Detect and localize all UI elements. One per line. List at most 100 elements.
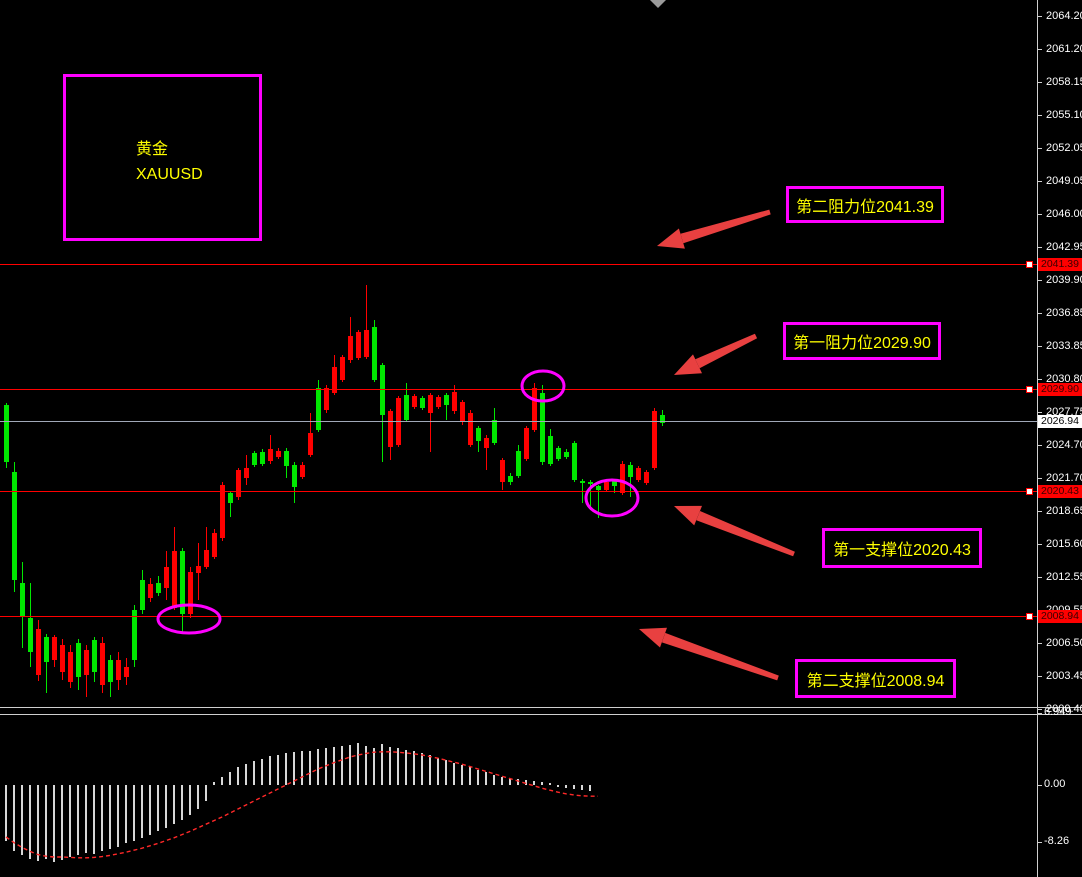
hline-current-price[interactable] bbox=[0, 421, 1037, 422]
y-axis-tick bbox=[1037, 676, 1042, 677]
candlestick bbox=[156, 583, 161, 593]
y-axis-tick bbox=[1037, 280, 1042, 281]
hline-resistance-1[interactable] bbox=[0, 389, 1037, 390]
candle-wick bbox=[366, 285, 367, 359]
candlestick bbox=[220, 485, 225, 538]
candlestick bbox=[540, 393, 545, 462]
pane-separator-line[interactable] bbox=[0, 714, 1082, 715]
candlestick bbox=[284, 451, 289, 466]
annotation-support-2[interactable]: 第二支撑位2008.94 bbox=[795, 659, 956, 698]
hline-support-2[interactable] bbox=[0, 616, 1037, 617]
indicator-axis-label: 6.949 bbox=[1044, 706, 1072, 718]
candlestick bbox=[428, 395, 433, 413]
y-axis-tick bbox=[1037, 544, 1042, 545]
pane-separator-line[interactable] bbox=[0, 707, 1082, 708]
y-axis-tick bbox=[1037, 478, 1042, 479]
y-axis-tick bbox=[1037, 16, 1042, 17]
candlestick bbox=[260, 452, 265, 464]
candlestick bbox=[52, 637, 57, 660]
y-axis-tick bbox=[1037, 214, 1042, 215]
y-axis-tick bbox=[1037, 313, 1042, 314]
candlestick bbox=[476, 428, 481, 441]
candlestick bbox=[164, 567, 169, 588]
candlestick bbox=[532, 388, 537, 430]
candlestick bbox=[388, 411, 393, 447]
annotation-support-1[interactable]: 第一支撑位2020.43 bbox=[822, 528, 982, 568]
candlestick bbox=[188, 572, 193, 614]
candlestick bbox=[380, 365, 385, 415]
candlestick bbox=[556, 448, 561, 459]
candlestick bbox=[116, 660, 121, 680]
candlestick bbox=[444, 395, 449, 405]
candlestick bbox=[628, 465, 633, 477]
candlestick bbox=[524, 428, 529, 459]
indicator-axis-tick bbox=[1037, 785, 1042, 786]
candlestick bbox=[580, 481, 585, 483]
chart-shift-marker-icon[interactable] bbox=[650, 0, 666, 8]
price-tag-resistance-2: 2041.39 bbox=[1038, 258, 1082, 271]
y-axis-border bbox=[1037, 0, 1038, 877]
candlestick bbox=[652, 411, 657, 468]
candlestick bbox=[108, 660, 113, 682]
line-endpoint-handle[interactable] bbox=[1026, 261, 1033, 268]
candlestick bbox=[228, 493, 233, 503]
candlestick bbox=[644, 472, 649, 483]
y-axis-label: 2055.10 bbox=[1046, 109, 1082, 121]
y-axis-label: 2000.40 bbox=[1046, 703, 1082, 715]
candlestick bbox=[356, 332, 361, 358]
candlestick bbox=[548, 436, 553, 464]
indicator-axis-tick bbox=[1037, 842, 1042, 843]
line-endpoint-handle[interactable] bbox=[1026, 613, 1033, 620]
y-axis-tick bbox=[1037, 577, 1042, 578]
y-axis-tick bbox=[1037, 49, 1042, 50]
line-endpoint-handle[interactable] bbox=[1026, 386, 1033, 393]
candlestick bbox=[404, 395, 409, 420]
annotation-label: 第二支撑位2008.94 bbox=[806, 672, 945, 690]
candlestick bbox=[92, 640, 97, 672]
candlestick bbox=[20, 583, 25, 617]
annotation-resistance-1[interactable]: 第一阻力位2029.90 bbox=[783, 322, 941, 360]
candlestick bbox=[484, 438, 489, 448]
candlestick bbox=[132, 610, 137, 660]
candlestick bbox=[324, 388, 329, 410]
candlestick bbox=[12, 472, 17, 580]
candlestick bbox=[420, 398, 425, 408]
candle-wick bbox=[46, 634, 47, 693]
y-axis-label: 2033.85 bbox=[1046, 340, 1082, 352]
y-axis-label: 2003.45 bbox=[1046, 670, 1082, 682]
candlestick bbox=[100, 643, 105, 685]
candle-wick bbox=[230, 491, 231, 517]
y-axis-tick bbox=[1037, 445, 1042, 446]
y-axis-label: 2006.50 bbox=[1046, 637, 1082, 649]
price-tag-resistance-1: 2029.90 bbox=[1038, 383, 1082, 396]
y-axis-label: 2058.15 bbox=[1046, 76, 1082, 88]
hline-support-1[interactable] bbox=[0, 491, 1037, 492]
annotation-label: 第一支撑位2020.43 bbox=[833, 542, 971, 559]
symbol-title-cn: 黄金 bbox=[136, 141, 169, 158]
y-axis-tick bbox=[1037, 181, 1042, 182]
y-axis-tick bbox=[1037, 115, 1042, 116]
candlestick bbox=[500, 460, 505, 482]
line-endpoint-handle[interactable] bbox=[1026, 488, 1033, 495]
candlestick bbox=[564, 452, 569, 457]
annotation-resistance-2[interactable]: 第二阻力位2041.39 bbox=[786, 186, 944, 223]
candlestick bbox=[196, 566, 201, 573]
y-axis-label: 2030.80 bbox=[1046, 373, 1082, 385]
candlestick bbox=[28, 618, 33, 652]
candlestick bbox=[308, 433, 313, 455]
y-axis-tick bbox=[1037, 247, 1042, 248]
y-axis-label: 2015.60 bbox=[1046, 538, 1082, 550]
candlestick bbox=[508, 476, 513, 482]
y-axis-label: 2049.05 bbox=[1046, 175, 1082, 187]
candlestick bbox=[148, 584, 153, 598]
candlestick bbox=[236, 470, 241, 497]
y-axis-label: 2012.55 bbox=[1046, 571, 1082, 583]
annotation-label: 第二阻力位2041.39 bbox=[796, 198, 934, 216]
candlestick bbox=[316, 388, 321, 430]
candlestick bbox=[124, 667, 129, 677]
symbol-title-box[interactable]: 黄金 XAUUSD bbox=[63, 74, 262, 241]
y-axis-label: 2039.90 bbox=[1046, 274, 1082, 286]
hline-resistance-2[interactable] bbox=[0, 264, 1037, 265]
